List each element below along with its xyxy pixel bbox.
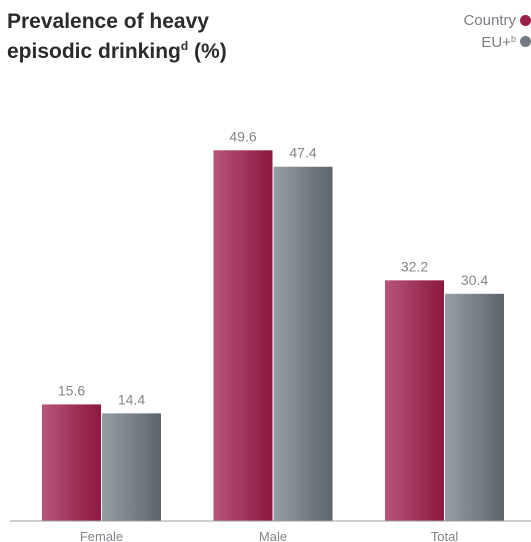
bar-male-country [213, 150, 273, 521]
value-label-total-eu: 30.4 [461, 272, 488, 288]
chart-title-line2: episodic drinking [7, 40, 181, 63]
legend-item-eu: EU+b [463, 30, 531, 52]
category-label-female: Female [80, 529, 123, 542]
chart-title-footnote: d [180, 39, 189, 53]
value-label-female-country: 15.6 [58, 382, 85, 398]
bar-male-eu [273, 166, 333, 521]
category-label-total: Total [431, 529, 459, 542]
value-label-male-country: 49.6 [229, 128, 256, 144]
bar-total-country [385, 280, 444, 521]
bar-total-eu [445, 293, 504, 521]
chart-legend: Country EU+b [463, 11, 531, 52]
chart-title-unit: (%) [188, 40, 227, 63]
bar-female-country [42, 404, 101, 521]
legend-label-country: Country [463, 12, 516, 29]
value-label-total-country: 32.2 [401, 258, 428, 274]
legend-label-eu: EU+b [481, 34, 516, 51]
legend-item-country: Country [463, 11, 531, 30]
chart-title-line1: Prevalence of heavy [7, 10, 209, 33]
bar-female-eu [102, 413, 161, 521]
category-label-male: Male [259, 529, 287, 542]
legend-swatch-country [520, 15, 531, 26]
value-label-male-eu: 47.4 [289, 145, 316, 161]
chart-title: Prevalence of heavy episodic drinkingd (… [7, 9, 227, 64]
legend-swatch-eu [520, 35, 531, 47]
value-label-female-eu: 14.4 [118, 391, 145, 407]
